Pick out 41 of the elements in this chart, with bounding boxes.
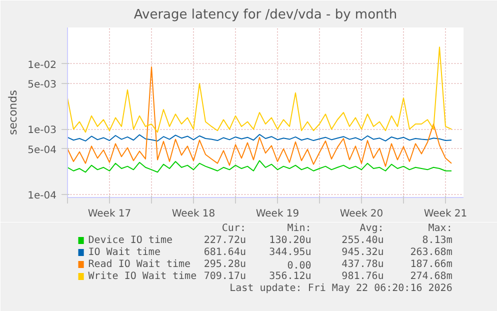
line-series	[68, 66, 452, 167]
text: 356.12u	[269, 271, 312, 282]
text: 8.13m	[422, 235, 452, 246]
text: Last update: Fri May 22 06:20:16 2026	[230, 283, 452, 294]
x-tick-label: Week 18	[172, 208, 216, 220]
x-tick-label: Week 20	[340, 208, 384, 220]
text: 945.32u	[342, 247, 384, 258]
text: Min:	[287, 223, 312, 234]
text: 0.00	[287, 260, 312, 272]
text: 981.76u	[342, 271, 384, 282]
line-series	[68, 160, 452, 173]
y-tick-label: 5e-03	[28, 80, 57, 91]
legend-label: Write IO Wait time	[88, 271, 197, 282]
text: 437.78u	[342, 259, 384, 270]
text: 344.95u	[269, 247, 312, 258]
legend-label: Read IO Wait time	[88, 259, 191, 270]
text: 295.28u	[204, 259, 246, 270]
legend-label: IO Wait time	[88, 247, 160, 258]
text: 709.17u	[204, 271, 246, 282]
y-tick-label: 1e-03	[28, 125, 57, 136]
x-tick-label: Week 21	[424, 208, 468, 220]
text: 187.66m	[410, 259, 452, 270]
line-series	[68, 134, 452, 142]
legend-label: Device IO time	[88, 235, 173, 246]
text: 263.68m	[410, 247, 452, 258]
line-series	[68, 46, 452, 133]
text: 255.40u	[342, 235, 384, 246]
chart-title: Average latency for /dev/vda - by month	[134, 8, 398, 22]
text: Avg:	[360, 223, 384, 234]
text: 227.72u	[204, 235, 246, 246]
text: 130.20u	[269, 235, 312, 246]
y-tick-label: 5e-04	[28, 144, 57, 156]
text: 681.64u	[204, 247, 246, 258]
text: Cur:	[222, 223, 246, 234]
x-tick-label: Week 19	[256, 208, 300, 220]
x-tick-label: Week 17	[88, 208, 132, 220]
text: Max:	[428, 223, 452, 234]
y-axis-title: seconds	[6, 90, 20, 135]
text: 274.68m	[410, 271, 452, 282]
y-tick-label: 1e-02	[28, 60, 57, 71]
y-tick-label: 1e-04	[28, 190, 57, 202]
